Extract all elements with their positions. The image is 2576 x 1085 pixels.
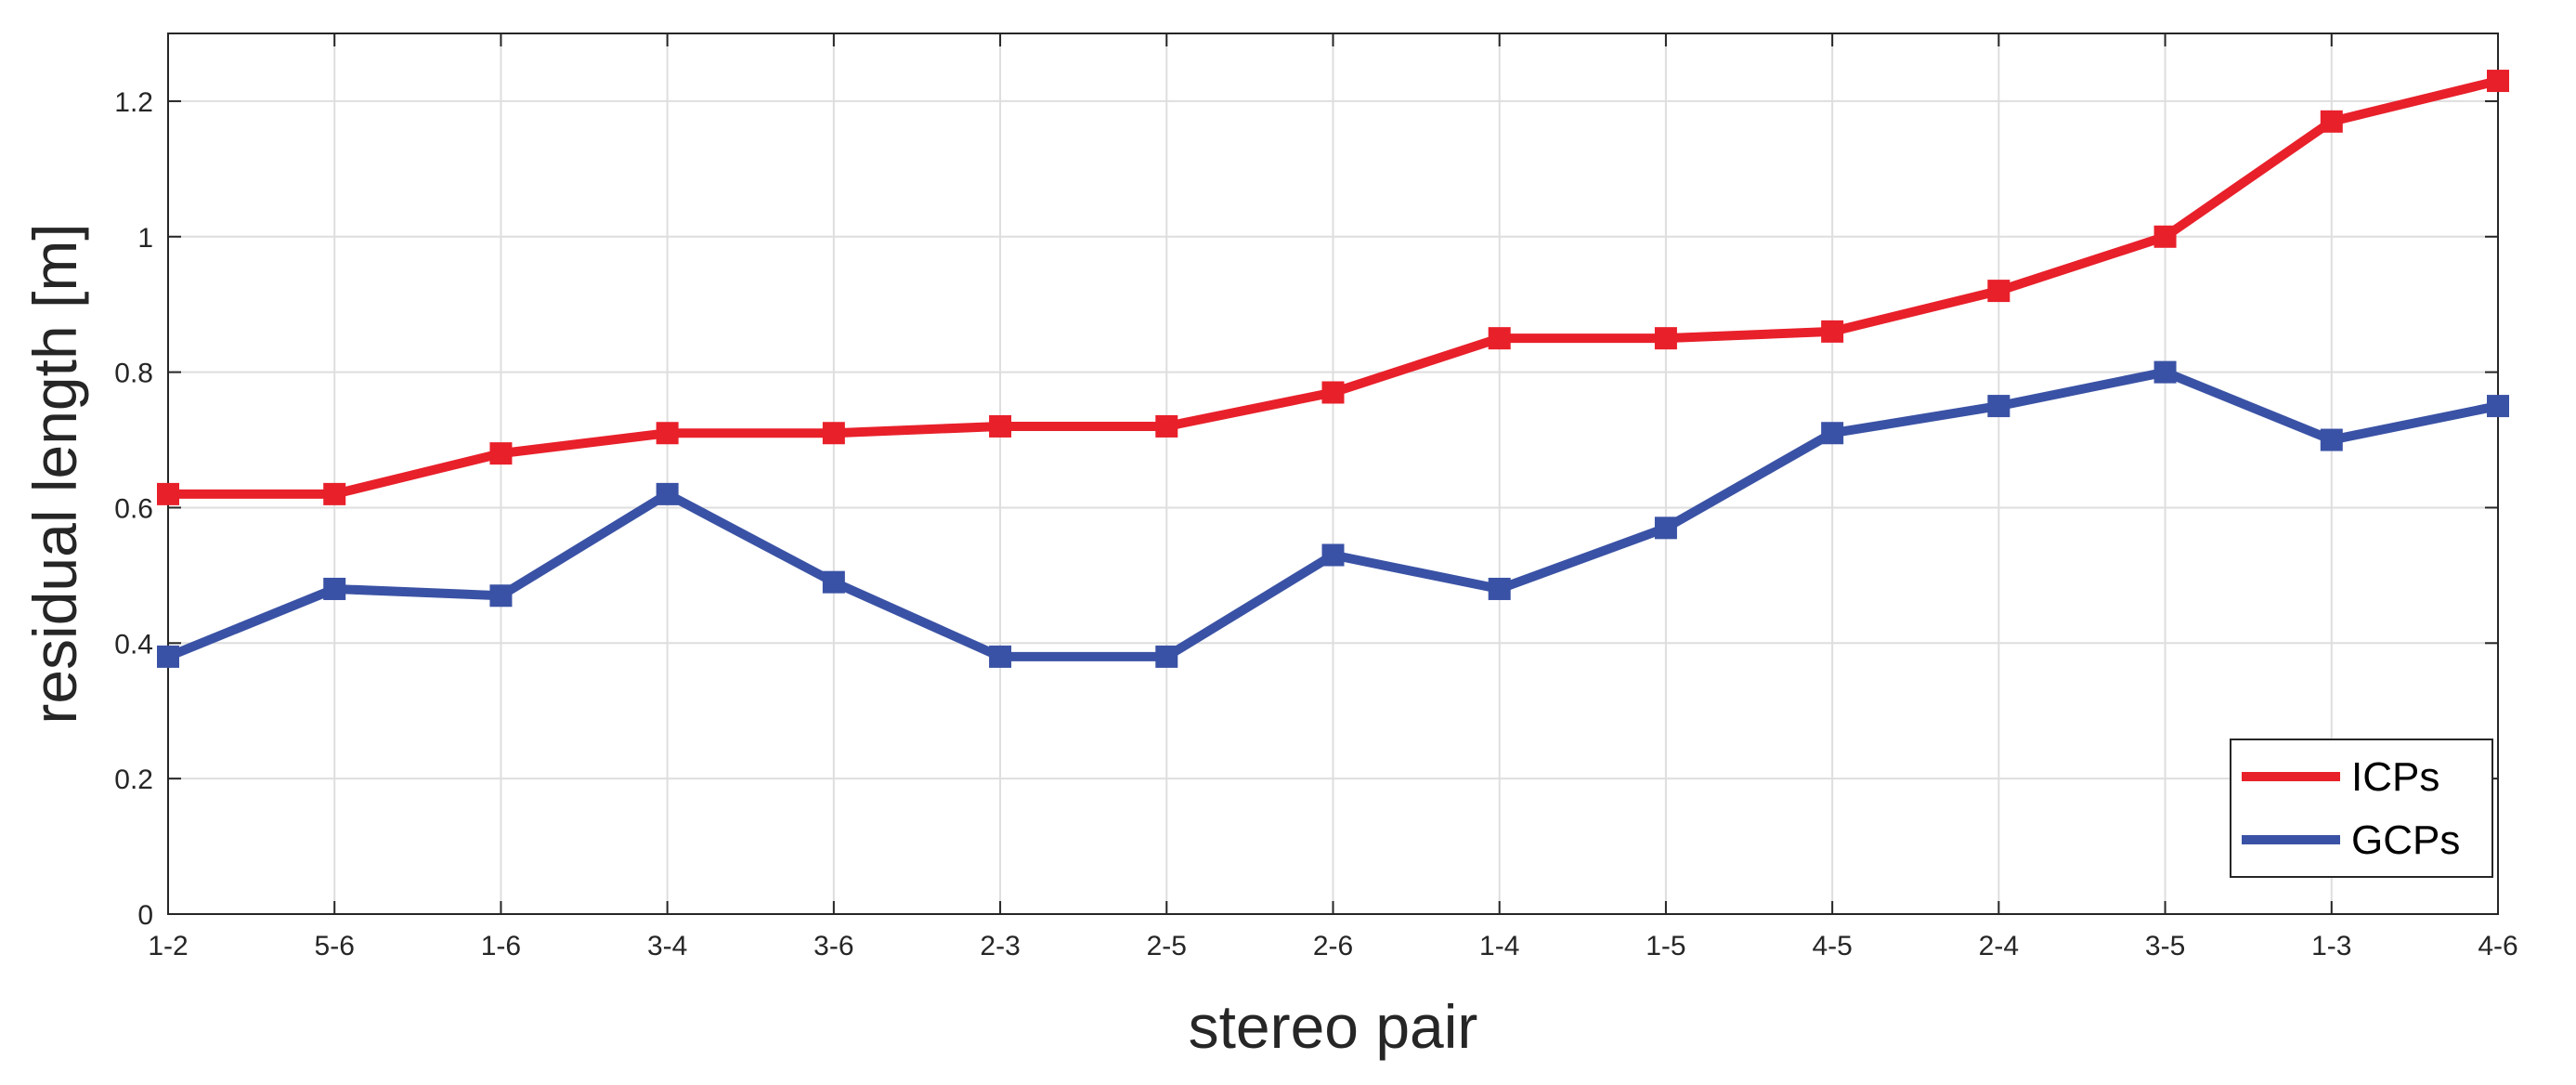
data-point-marker [1654,516,1677,540]
x-tick-label: 2-6 [1313,931,1353,961]
x-tick-label: 1-6 [481,931,521,961]
x-tick-label: 3-5 [2145,931,2185,961]
y-tick-label: 0.6 [114,493,153,524]
data-point-marker [2320,428,2343,451]
y-tick-label: 1 [137,223,153,254]
series-gcps [157,360,2509,668]
y-tick-label: 0 [137,900,153,931]
data-point-marker [1488,327,1511,350]
data-point-marker [323,482,346,505]
x-tick-label: 1-4 [1479,931,1519,961]
series-icps [157,70,2509,505]
y-tick-label: 0.8 [114,359,153,389]
legend-label-icps: ICPs [2351,754,2439,800]
data-point-marker [2153,225,2177,248]
data-point-marker [323,577,346,600]
x-tick-label: 4-5 [1812,931,1852,961]
x-axis-ticks: 1-2 5-6 1-6 3-4 3-6 2-3 2-5 2-6 1-4 1-5 4-5 2-4 3-5 1… [148,33,2518,961]
data-point-marker [489,442,513,465]
data-point-marker [1654,327,1677,350]
data-point-marker [1321,543,1345,567]
x-tick-label: 3-4 [647,931,687,961]
y-tick-label: 0.4 [114,629,153,660]
data-point-marker [989,414,1012,438]
data-point-marker [1821,422,1844,445]
data-point-marker [822,422,845,445]
data-point-marker [1987,280,2010,303]
data-point-marker [656,422,679,445]
x-tick-label: 4-6 [2478,931,2517,961]
data-point-marker [2487,70,2509,93]
data-point-marker [2320,110,2343,133]
legend-box [2230,739,2493,878]
data-point-marker [157,645,179,668]
data-point-marker [2487,395,2509,418]
legend: ICPs GCPs [2230,739,2493,878]
data-point-marker [489,584,513,608]
series-layer [157,70,2509,668]
x-axis-title: stereo pair [1189,992,1478,1061]
data-point-marker [989,645,1012,668]
data-point-marker [1155,414,1178,438]
legend-label-gcps: GCPs [2351,817,2460,863]
y-tick-label: 1.2 [114,87,153,118]
x-tick-label: 1-5 [1646,931,1685,961]
data-point-marker [157,482,179,505]
data-point-marker [822,570,845,594]
x-tick-label: 2-5 [1147,931,1187,961]
x-tick-label: 2-3 [980,931,1020,961]
y-tick-label: 0.2 [114,765,153,795]
data-point-marker [1821,320,1844,343]
data-point-marker [1155,645,1178,668]
y-axis-ticks: 0 0.2 0.4 0.6 0.8 1 1.2 [114,87,2498,931]
data-point-marker [1321,381,1345,404]
y-axis-title: residual length [m] [20,223,89,724]
data-point-marker [1987,395,2010,418]
data-point-marker [656,482,679,505]
data-point-marker [2153,360,2177,384]
x-tick-label: 2-4 [1979,931,2019,961]
data-point-marker [1488,577,1511,600]
x-tick-label: 5-6 [315,931,355,961]
x-tick-label: 3-6 [813,931,853,961]
x-tick-label: 1-3 [2311,931,2351,961]
x-tick-label: 1-2 [148,931,188,961]
